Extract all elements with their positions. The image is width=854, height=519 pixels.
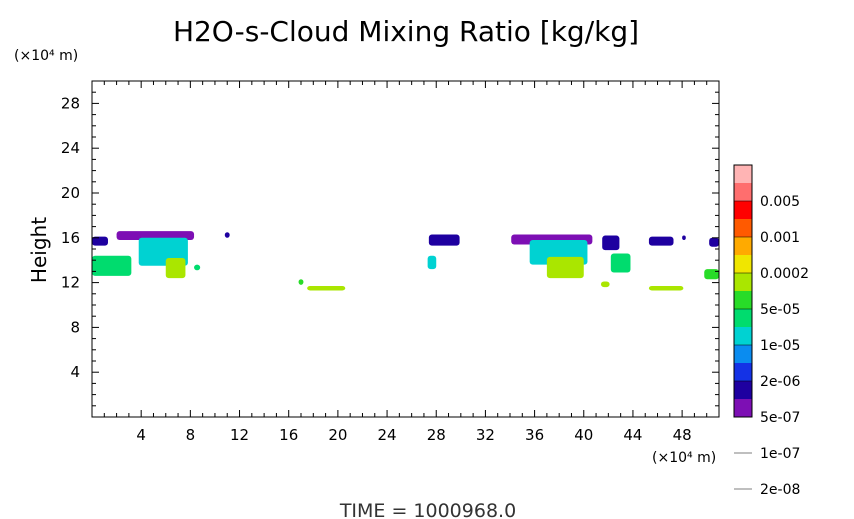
cloud-patch-7	[298, 279, 304, 285]
cloud-patch-21	[704, 269, 719, 280]
colorbar-label-0: 0.005	[760, 194, 800, 210]
colorbar-swatch-4	[734, 327, 752, 345]
chart-title: H2O-s-Cloud Mixing Ratio [kg/kg]	[173, 15, 639, 48]
colorbar-swatch-11	[734, 201, 752, 219]
colorbar-label-7: 1e-07	[760, 446, 800, 462]
y-axis-unit: (×10⁴ m)	[14, 48, 78, 64]
colorbar-swatch-0	[734, 399, 752, 417]
cloud-patch-6	[224, 232, 230, 238]
cloud-patch-5	[194, 264, 201, 271]
y-axis-label: Height	[27, 217, 51, 283]
y-tick-label-12: 12	[61, 274, 80, 292]
x-tick-label-44: 44	[623, 426, 642, 444]
x-tick-label-4: 4	[136, 426, 146, 444]
colorbar-swatch-8	[734, 255, 752, 273]
y-tick-label-8: 8	[70, 318, 80, 336]
x-tick-label-28: 28	[427, 426, 446, 444]
cloud-patch-19	[682, 235, 686, 241]
cloud-patch-17	[648, 236, 674, 246]
cloud-patch-13	[546, 256, 584, 279]
colorbar-swatch-5	[734, 309, 752, 327]
cloud-patch-1	[92, 255, 132, 276]
x-tick-labels: 4 8 12 16 20 24 28 32 36 40 44 48	[136, 426, 691, 444]
x-tick-label-32: 32	[476, 426, 495, 444]
colorbar-label-3: 5e-05	[760, 302, 800, 318]
colorbar-swatch-1	[734, 381, 752, 399]
time-label: TIME = 1000968.0	[339, 500, 516, 519]
colorbar-label-2: 0.0002	[760, 266, 809, 282]
colorbar-label-8: 2e-08	[760, 482, 800, 498]
colorbar-swatch-7	[734, 273, 752, 291]
x-tick-label-8: 8	[186, 426, 196, 444]
cloud-patch-8	[307, 285, 346, 291]
cloud-patch-10	[427, 255, 437, 270]
x-tick-label-40: 40	[574, 426, 593, 444]
y-tick-label-16: 16	[61, 229, 80, 247]
colorbar-label-1: 0.001	[760, 230, 800, 246]
colorbar	[733, 164, 753, 418]
cloud-patch-0	[92, 236, 108, 246]
cloud-patch-14	[602, 235, 620, 251]
colorbar-swatch-13	[734, 165, 752, 183]
colorbar-label-6: 5e-07	[760, 410, 800, 426]
cloud-patch-15	[610, 253, 631, 273]
colorbar-swatch-3	[734, 345, 752, 363]
x-tick-label-48: 48	[673, 426, 692, 444]
y-tick-label-20: 20	[61, 184, 80, 202]
cloud-patch-16	[600, 281, 610, 288]
colorbar-swatch-10	[734, 219, 752, 237]
cloud-patch-18	[648, 285, 684, 291]
x-tick-label-16: 16	[279, 426, 298, 444]
cloud-patch-9	[428, 234, 460, 246]
x-tick-label-36: 36	[525, 426, 544, 444]
colorbar-labels: 0.005 0.001 0.0002 5e-05 1e-05 2e-06 5e-07 1e-0…	[734, 194, 809, 498]
y-tick-labels: 4 8 12 16 20 24 28	[61, 94, 80, 381]
cloud-field	[92, 231, 719, 291]
cloud-patch-20	[709, 237, 719, 247]
x-tick-label-24: 24	[378, 426, 397, 444]
colorbar-swatch-9	[734, 237, 752, 255]
x-tick-label-20: 20	[328, 426, 347, 444]
x-tick-label-12: 12	[230, 426, 249, 444]
colorbar-swatch-2	[734, 363, 752, 381]
colorbar-label-4: 1e-05	[760, 338, 800, 354]
cloud-patch-4	[165, 257, 186, 279]
colorbar-swatch-6	[734, 291, 752, 309]
colorbar-label-5: 2e-06	[760, 374, 800, 390]
y-tick-label-24: 24	[61, 139, 80, 157]
colorbar-swatch-12	[734, 183, 752, 201]
x-axis-unit: (×10⁴ m)	[652, 450, 716, 466]
y-tick-label-4: 4	[70, 363, 80, 381]
y-tick-label-28: 28	[61, 94, 80, 112]
axis-ticks	[92, 81, 719, 417]
